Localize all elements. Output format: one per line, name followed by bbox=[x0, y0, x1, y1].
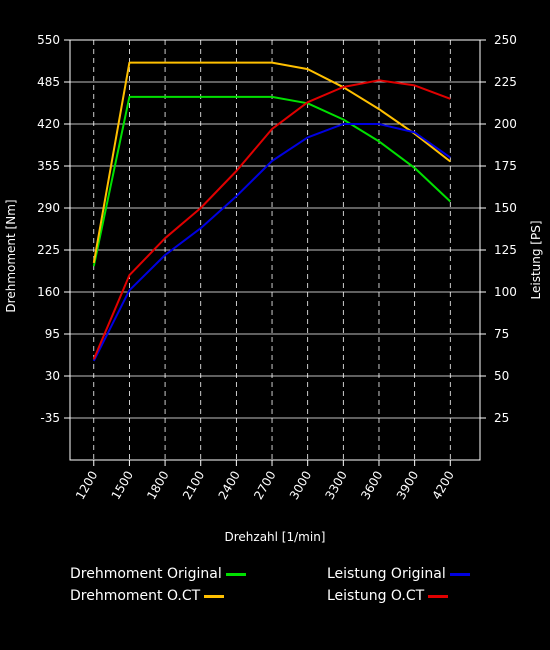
left-tick-label: 225 bbox=[37, 243, 60, 257]
x-tick-label: 3000 bbox=[287, 469, 314, 502]
right-y-tick-labels: 250 225 200 175 150 125 100 75 50 25 bbox=[480, 33, 517, 425]
right-tick-label: 125 bbox=[494, 243, 517, 257]
left-tick-label: 485 bbox=[37, 75, 60, 89]
right-tick-label: 100 bbox=[494, 285, 517, 299]
legend-swatch bbox=[428, 594, 449, 598]
legend-item-drehmoment-original: Drehmoment Original bbox=[70, 566, 246, 582]
x-tick-label: 1500 bbox=[109, 469, 136, 502]
x-tick-label: 3600 bbox=[358, 469, 385, 502]
right-tick-label: 250 bbox=[494, 33, 517, 47]
right-tick-label: 150 bbox=[494, 201, 517, 215]
left-y-axis-title: Drehmoment [Nm] bbox=[4, 199, 18, 312]
legend-item-leistung-original: Leistung Original bbox=[327, 566, 470, 582]
right-tick-label: 25 bbox=[494, 411, 509, 425]
series-lines bbox=[92, 61, 451, 362]
right-tick-label: 175 bbox=[494, 159, 517, 173]
left-tick-label: 420 bbox=[37, 117, 60, 131]
series-line-leistung-o-ct bbox=[92, 79, 451, 360]
series-line-drehmoment-original bbox=[92, 95, 451, 267]
series-line-drehmoment-o-ct bbox=[92, 61, 451, 264]
x-tick-label: 2100 bbox=[180, 469, 207, 502]
series-line-leistung-original bbox=[92, 123, 451, 362]
legend-label: Leistung Original bbox=[327, 566, 446, 582]
right-tick-label: 75 bbox=[494, 327, 509, 341]
right-y-axis-title: Leistung [PS] bbox=[529, 220, 543, 299]
legend-label: Leistung O.CT bbox=[327, 588, 425, 604]
x-tick-label: 1800 bbox=[144, 469, 171, 502]
x-tick-label: 4200 bbox=[429, 469, 456, 502]
legend-swatch bbox=[225, 572, 246, 576]
x-tick-label: 3300 bbox=[323, 469, 350, 502]
left-tick-label: 355 bbox=[37, 159, 60, 173]
right-tick-label: 225 bbox=[494, 75, 517, 89]
horizontal-gridlines bbox=[70, 81, 480, 419]
left-tick-label: 160 bbox=[37, 285, 60, 299]
x-tick-label: 2400 bbox=[216, 469, 243, 502]
legend-label: Drehmoment Original bbox=[70, 566, 222, 582]
legend-label: Drehmoment O.CT bbox=[70, 588, 201, 604]
x-tick-label: 2700 bbox=[251, 469, 278, 502]
right-tick-label: 200 bbox=[494, 117, 517, 131]
legend-item-drehmoment-oct: Drehmoment O.CT bbox=[70, 588, 225, 604]
legend-swatch bbox=[449, 572, 470, 576]
left-tick-label: -35 bbox=[40, 411, 60, 425]
x-axis-title: Drehzahl [1/min] bbox=[225, 530, 326, 544]
left-y-tick-labels: 550 485 420 355 290 225 160 95 30 -35 bbox=[37, 33, 70, 425]
legend-swatch bbox=[204, 594, 225, 598]
left-tick-label: 290 bbox=[37, 201, 60, 215]
chart: 550 485 420 355 290 225 160 95 30 -35 250 225 200 17… bbox=[4, 33, 543, 544]
left-tick-label: 550 bbox=[37, 33, 60, 47]
left-tick-label: 30 bbox=[45, 369, 60, 383]
x-tick-labels: 1200 1500 1800 2100 2400 2700 3000 3300 3600 3900… bbox=[73, 460, 457, 502]
right-tick-label: 50 bbox=[494, 369, 509, 383]
x-tick-label: 3900 bbox=[394, 469, 421, 502]
x-tick-label: 1200 bbox=[73, 469, 100, 502]
legend: Drehmoment Original Drehmoment O.CT Leis… bbox=[70, 566, 510, 616]
left-tick-label: 95 bbox=[45, 327, 60, 341]
vertical-gridlines bbox=[93, 40, 451, 460]
legend-item-leistung-oct: Leistung O.CT bbox=[327, 588, 449, 604]
